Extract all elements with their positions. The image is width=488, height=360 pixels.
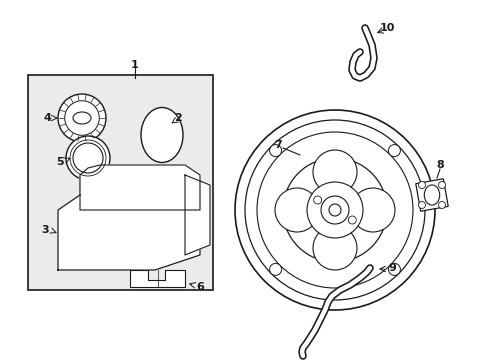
Circle shape <box>66 136 110 180</box>
Circle shape <box>438 181 445 189</box>
Bar <box>28 75 213 290</box>
Circle shape <box>320 196 348 224</box>
Circle shape <box>387 264 400 275</box>
Bar <box>415 179 447 211</box>
Circle shape <box>274 188 318 232</box>
Text: 6: 6 <box>196 282 203 292</box>
Circle shape <box>235 110 434 310</box>
Circle shape <box>269 264 281 275</box>
Text: 9: 9 <box>387 263 395 273</box>
Circle shape <box>387 145 400 157</box>
Text: 7: 7 <box>274 140 281 150</box>
Circle shape <box>269 145 281 157</box>
Text: 1: 1 <box>131 60 139 70</box>
Text: 8: 8 <box>435 160 443 170</box>
Circle shape <box>418 181 425 189</box>
Circle shape <box>312 150 356 194</box>
Ellipse shape <box>73 112 91 124</box>
Circle shape <box>418 202 425 208</box>
Text: 10: 10 <box>379 23 394 33</box>
Circle shape <box>313 196 321 204</box>
Polygon shape <box>80 165 200 210</box>
Circle shape <box>347 216 356 224</box>
Polygon shape <box>58 175 200 270</box>
Circle shape <box>328 204 340 216</box>
Ellipse shape <box>141 108 183 162</box>
Ellipse shape <box>424 185 439 205</box>
Circle shape <box>73 143 103 173</box>
Polygon shape <box>184 175 209 255</box>
Text: 4: 4 <box>43 113 51 123</box>
Circle shape <box>58 94 106 142</box>
Circle shape <box>257 132 412 288</box>
Circle shape <box>350 188 394 232</box>
Polygon shape <box>130 270 184 287</box>
Text: 3: 3 <box>41 225 49 235</box>
Text: 5: 5 <box>56 157 63 167</box>
Circle shape <box>306 182 362 238</box>
Text: 2: 2 <box>174 113 182 123</box>
Circle shape <box>244 120 424 300</box>
Circle shape <box>438 202 445 208</box>
Circle shape <box>283 158 386 262</box>
Circle shape <box>64 101 99 135</box>
Circle shape <box>312 226 356 270</box>
